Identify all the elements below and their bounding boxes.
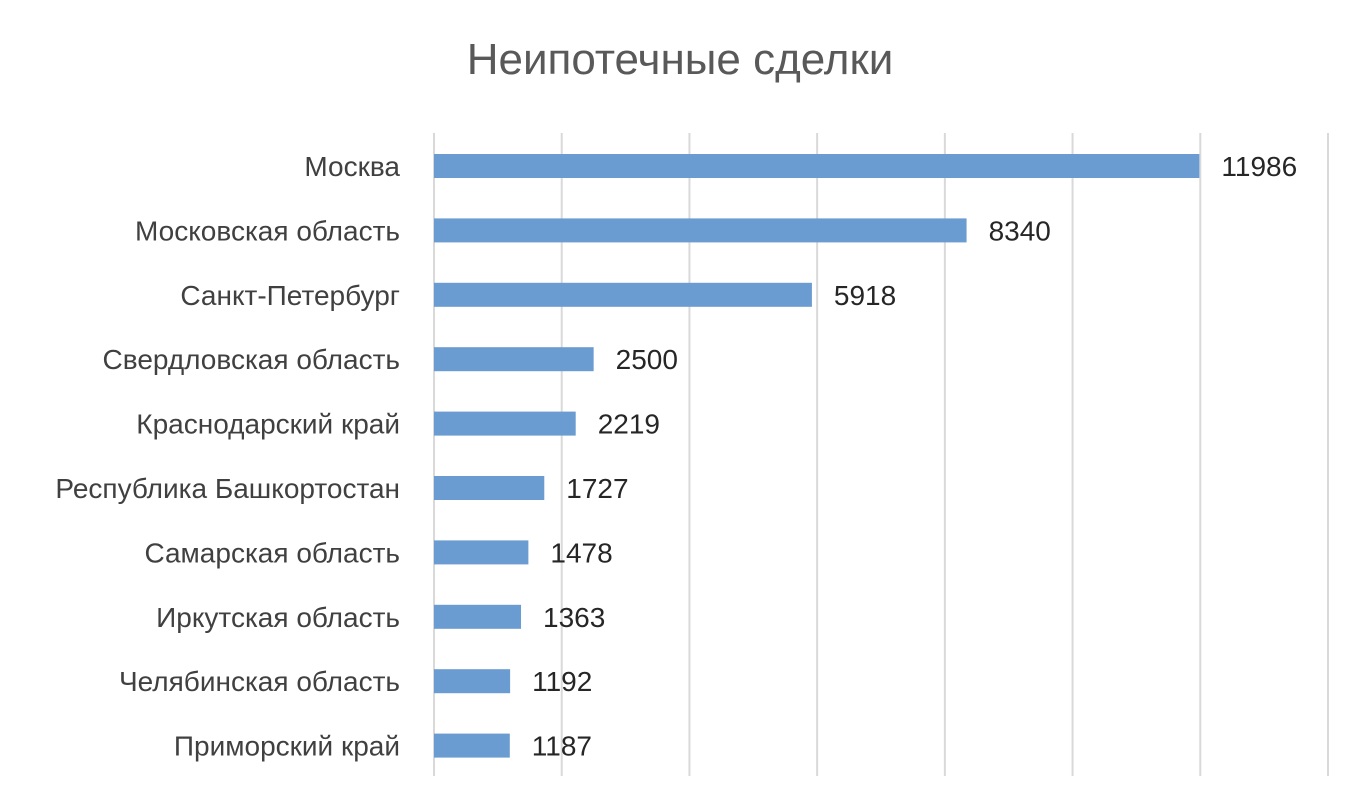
data-label: 1727 [566,473,628,504]
category-label: Московская область [135,215,400,246]
data-label: 2219 [598,409,660,440]
category-label: Свердловская область [103,344,400,375]
bar [434,411,576,436]
bar [434,154,1200,178]
category-label: Республика Башкортостан [55,473,400,504]
category-label: Иркутская область [156,602,400,633]
data-label: 5918 [834,280,896,311]
data-labels: 11986 8340 5918 2500 2219 1727 1478 1363 1192 118… [532,151,1297,762]
bar [434,282,812,307]
data-label: 1478 [550,537,612,568]
bar [434,540,529,565]
data-label: 2500 [616,344,678,375]
category-label: Челябинская область [119,666,400,697]
chart-title: Неипотечные сделки [467,35,894,84]
category-label: Москва [304,151,400,182]
category-label: Краснодарский край [136,409,400,440]
bar [434,347,594,372]
data-label: 1363 [543,602,605,633]
bar [434,669,511,694]
bar [434,476,545,500]
bars [434,154,1200,758]
category-label: Санкт-Петербург [180,280,400,311]
bar [434,604,522,629]
data-label: 1192 [532,666,592,697]
data-label: 1187 [532,731,592,762]
bar [434,218,967,243]
data-label: 8340 [989,215,1051,246]
data-label: 11986 [1221,151,1297,182]
category-labels: Москва Московская область Санкт-Петербург С… [55,151,400,762]
category-label: Приморский край [174,731,400,762]
bar [434,733,510,758]
category-label: Самарская область [144,537,400,568]
